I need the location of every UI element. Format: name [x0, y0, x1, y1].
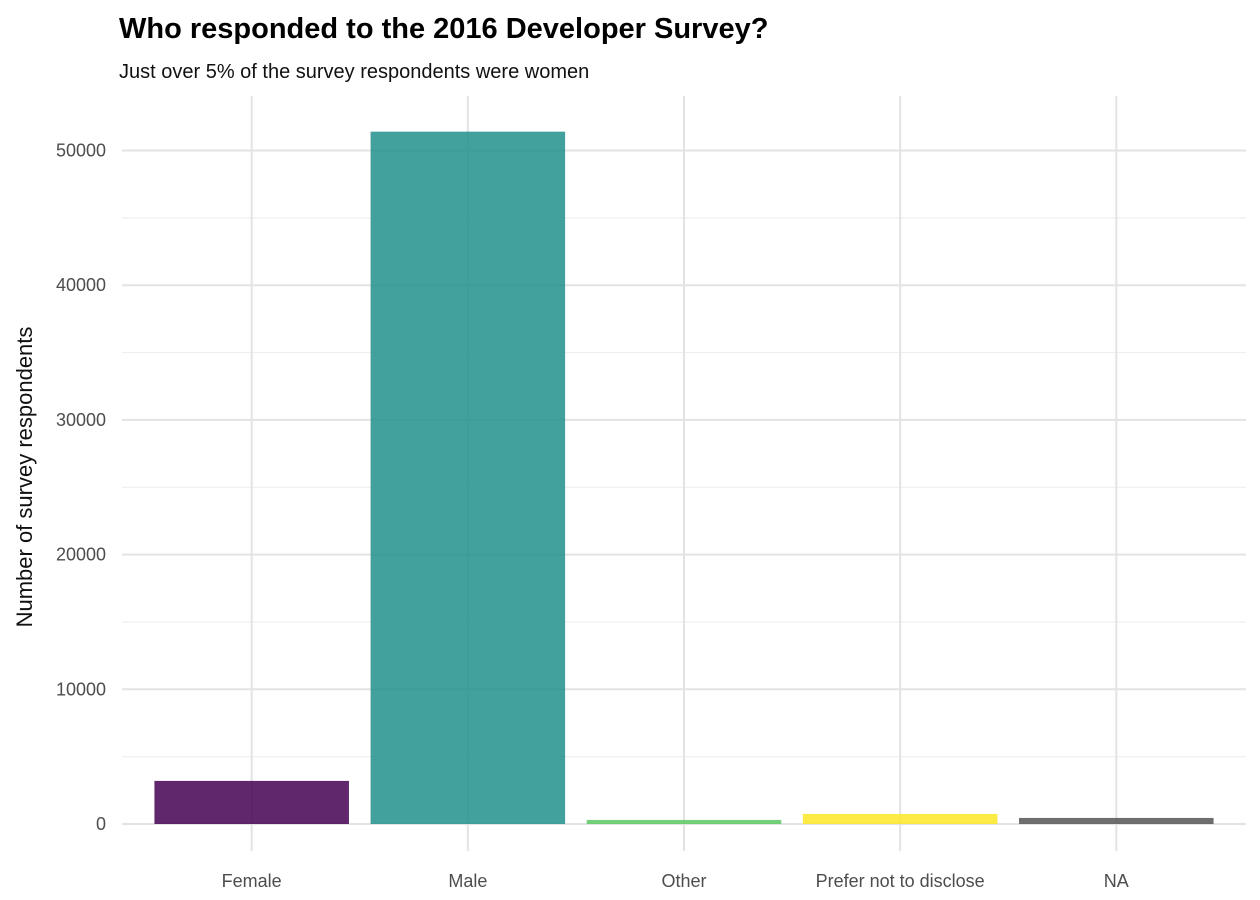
x-axis-ticks: Female Male Other Prefer not to disclose NA — [222, 871, 1129, 891]
y-axis-title: Number of survey respondents — [12, 327, 37, 628]
y-tick-label: 20000 — [56, 545, 106, 565]
x-tick-label: Other — [661, 871, 706, 891]
x-tick-label: Male — [448, 871, 487, 891]
y-tick-label: 50000 — [56, 141, 106, 161]
chart-title: Who responded to the 2016 Developer Surv… — [119, 13, 768, 45]
y-axis-ticks: 0 10000 20000 30000 40000 50000 — [56, 141, 106, 835]
y-tick-label: 10000 — [56, 679, 106, 699]
bar-prefer-not-to-disclose — [802, 813, 998, 824]
x-tick-label: Prefer not to disclose — [816, 871, 985, 891]
y-tick-label: 30000 — [56, 410, 106, 430]
bar-na — [1019, 817, 1214, 824]
chart-subtitle: Just over 5% of the survey respondents w… — [119, 61, 589, 83]
grid-lines — [122, 96, 1246, 851]
bar-female — [154, 780, 349, 824]
y-tick-label: 0 — [96, 814, 106, 834]
bar-other — [586, 819, 782, 824]
bars — [154, 131, 1214, 825]
x-tick-label: Female — [222, 871, 282, 891]
x-tick-label: NA — [1104, 871, 1129, 891]
y-tick-label: 40000 — [56, 275, 106, 295]
bar-male — [370, 131, 566, 825]
